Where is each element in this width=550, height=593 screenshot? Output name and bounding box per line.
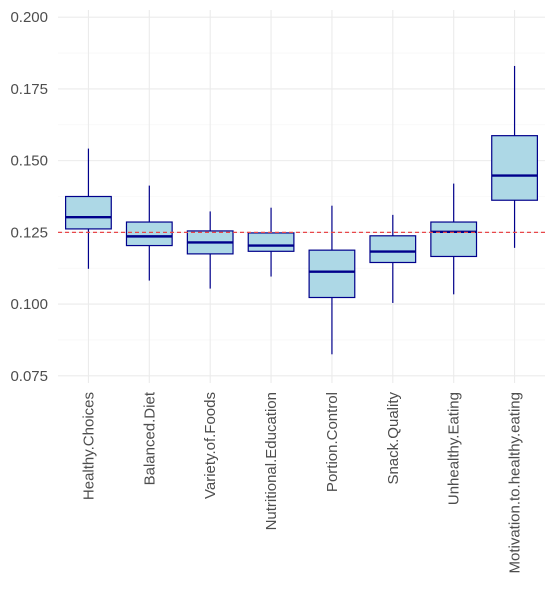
y-tick-label: 0.075 [10, 368, 48, 385]
y-tick-label: 0.150 [10, 153, 48, 170]
x-tick-label: Motivation.to.healthy.eating [507, 392, 524, 574]
x-tick-label: Nutritional.Education [263, 392, 280, 530]
x-tick-label: Healthy.Choices [80, 392, 97, 500]
x-tick-label: Snack.Quality [385, 392, 402, 485]
box-portion-control [308, 205, 356, 355]
box-motivation-to-healthy-eating [491, 65, 538, 248]
box-balanced-diet [125, 185, 173, 281]
box-series [65, 65, 538, 355]
box-variety-of-foods [186, 211, 234, 289]
x-axis-ticks: Healthy.Choices Balanced.Diet Variety.of.F… [80, 391, 523, 573]
x-tick-label: Unhealthy.Eating [446, 392, 463, 505]
y-tick-label: 0.125 [10, 224, 48, 241]
x-tick-label: Balanced.Diet [141, 391, 158, 485]
box-healthy-choices [65, 148, 112, 269]
box-nutritional-education [247, 207, 295, 277]
box-snack-quality [369, 214, 417, 303]
box-body [308, 249, 356, 299]
x-tick-label: Variety.of.Foods [202, 392, 219, 499]
box-body [247, 232, 295, 252]
box-body [430, 221, 478, 258]
box-unhealthy-eating [430, 183, 478, 295]
x-tick-label: Portion.Control [324, 392, 341, 492]
grid-lines [58, 10, 545, 383]
box-body [125, 221, 173, 247]
box-body [369, 235, 417, 264]
y-tick-label: 0.175 [10, 81, 48, 98]
y-tick-label: 0.200 [10, 9, 48, 26]
y-tick-label: 0.100 [10, 296, 48, 313]
y-axis-ticks: 0.075 0.100 0.125 0.150 0.175 0.200 [10, 9, 48, 385]
box-body [65, 195, 112, 230]
box-body [491, 135, 538, 201]
